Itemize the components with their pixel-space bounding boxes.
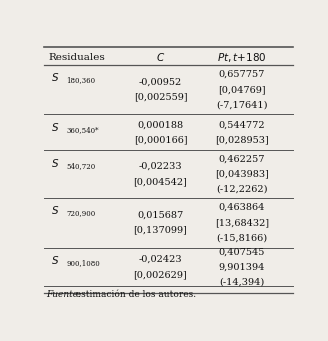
Text: $S$: $S$ xyxy=(51,157,59,169)
Text: (-15,8166): (-15,8166) xyxy=(216,233,267,242)
Text: 360,540*: 360,540* xyxy=(66,126,99,134)
Text: 0,657757: 0,657757 xyxy=(219,70,265,79)
Text: [0,002559]: [0,002559] xyxy=(134,93,187,102)
Text: 0,462257: 0,462257 xyxy=(218,154,265,163)
Text: 0,407545: 0,407545 xyxy=(219,247,265,256)
Text: 900,1080: 900,1080 xyxy=(66,259,100,267)
Text: [0,04769]: [0,04769] xyxy=(218,85,266,94)
Text: (-14,394): (-14,394) xyxy=(219,278,264,287)
Text: 540,720: 540,720 xyxy=(66,162,96,170)
Text: 9,901394: 9,901394 xyxy=(219,263,265,271)
Text: [0,000166]: [0,000166] xyxy=(134,135,187,145)
Text: 0,015687: 0,015687 xyxy=(137,210,184,220)
Text: $S$: $S$ xyxy=(51,204,59,216)
Text: [13,68432]: [13,68432] xyxy=(215,218,269,227)
Text: -0,02233: -0,02233 xyxy=(139,162,182,171)
Text: 720,900: 720,900 xyxy=(66,209,96,217)
Text: [0,137099]: [0,137099] xyxy=(133,226,187,235)
Text: [0,004542]: [0,004542] xyxy=(133,177,187,186)
Text: $S$: $S$ xyxy=(51,254,59,266)
Text: (-12,2262): (-12,2262) xyxy=(216,185,268,194)
Text: estimación de los autores.: estimación de los autores. xyxy=(70,290,196,299)
Text: [0,002629]: [0,002629] xyxy=(133,270,187,279)
Text: $\mathit{Pt,t}{+180}$: $\mathit{Pt,t}{+180}$ xyxy=(217,51,267,64)
Text: 0,544772: 0,544772 xyxy=(218,120,265,129)
Text: $C$: $C$ xyxy=(156,51,165,63)
Text: Fuente:: Fuente: xyxy=(46,290,81,299)
Text: 0,463864: 0,463864 xyxy=(219,203,265,212)
Text: $S$: $S$ xyxy=(51,121,59,133)
Text: 180,360: 180,360 xyxy=(66,76,95,84)
Text: 0,000188: 0,000188 xyxy=(137,120,184,129)
Text: -0,02423: -0,02423 xyxy=(139,255,182,264)
Text: -0,00952: -0,00952 xyxy=(139,77,182,86)
Text: $S$: $S$ xyxy=(51,71,59,83)
Text: (-7,17641): (-7,17641) xyxy=(216,100,268,109)
Text: [0,028953]: [0,028953] xyxy=(215,135,269,145)
Text: [0,043983]: [0,043983] xyxy=(215,169,269,179)
Text: Residuales: Residuales xyxy=(49,53,105,62)
